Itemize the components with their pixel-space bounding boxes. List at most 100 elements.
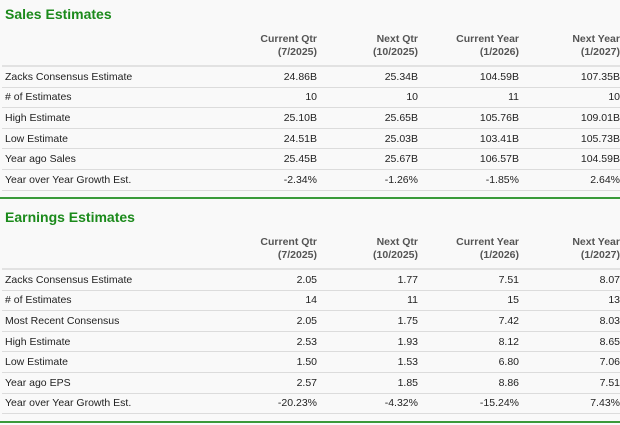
value-cell: 8.65 [519,331,620,353]
column-name: Current Year [456,33,519,45]
row-label: Most Recent Consensus [2,310,216,332]
column-name: Current Qtr [260,33,317,45]
column-period: (10/2025) [373,46,418,58]
table-row: Year over Year Growth Est. -20.23% -4.32% -… [2,393,620,415]
value-cell: 10 [317,87,418,109]
value-cell: -1.85% [418,169,519,191]
earnings-estimates-section: Earnings Estimates Current Qtr (7/2025) Ne… [0,207,620,415]
value-cell: 109.01B [519,107,620,129]
column-period: (1/2026) [479,249,519,261]
sales-estimates-title: Sales Estimates [5,6,112,22]
header-label-cell [2,33,216,67]
column-name: Current Qtr [260,236,317,248]
row-label: Zacks Consensus Estimate [2,269,216,291]
table-row: Year ago Sales 25.45B 25.67B 106.57B 104.59B [2,148,620,170]
earnings-estimates-title: Earnings Estimates [5,209,135,225]
value-cell: 25.03B [317,128,418,150]
table-row: Zacks Consensus Estimate 24.86B 25.34B 104.… [2,66,620,88]
header-row: Current Qtr (7/2025) Next Qtr (10/2025) Curr… [2,33,620,67]
row-label: # of Estimates [2,290,216,312]
value-cell: 1.75 [317,310,418,332]
column-name: Next Year [572,236,620,248]
column-period: (1/2027) [580,249,620,261]
column-header: Current Qtr (7/2025) [216,33,317,67]
value-cell: 25.65B [317,107,418,129]
table-row: Low Estimate 24.51B 25.03B 103.41B 105.73B [2,128,620,150]
value-cell: 2.05 [216,310,317,332]
sales-estimates-table: Current Qtr (7/2025) Next Qtr (10/2025) Curr… [2,33,620,191]
value-cell: 11 [317,290,418,312]
value-cell: 24.51B [216,128,317,150]
row-label: Low Estimate [2,128,216,150]
row-label: # of Estimates [2,87,216,109]
column-header: Next Year (1/2027) [519,33,620,67]
value-cell: 13 [519,290,620,312]
table-row: Year ago EPS 2.57 1.85 8.86 7.51 [2,372,620,394]
header-label-cell [2,236,216,270]
value-cell: -15.24% [418,393,519,415]
value-cell: -4.32% [317,393,418,415]
table-row: Low Estimate 1.50 1.53 6.80 7.06 [2,351,620,373]
value-cell: 106.57B [418,148,519,170]
table-row: # of Estimates 10 10 11 10 [2,87,620,109]
header-row: Current Qtr (7/2025) Next Qtr (10/2025) Curr… [2,236,620,270]
row-label: Year over Year Growth Est. [2,169,216,191]
column-name: Next Qtr [376,236,418,248]
row-label: High Estimate [2,107,216,129]
column-period: (7/2025) [277,46,317,58]
value-cell: 2.05 [216,269,317,291]
table-row: Zacks Consensus Estimate 2.05 1.77 7.51 8.07 [2,269,620,291]
column-header: Current Qtr (7/2025) [216,236,317,270]
value-cell: 2.64% [519,169,620,191]
table-row: High Estimate 25.10B 25.65B 105.76B 109.01B [2,107,620,129]
value-cell: 7.42 [418,310,519,332]
column-period: (1/2026) [479,46,519,58]
value-cell: 1.93 [317,331,418,353]
row-label: Low Estimate [2,351,216,373]
value-cell: 7.06 [519,351,620,373]
value-cell: 1.50 [216,351,317,373]
table-row: Year over Year Growth Est. -2.34% -1.26% -1… [2,169,620,191]
value-cell: -2.34% [216,169,317,191]
value-cell: 7.51 [519,372,620,394]
column-header: Current Year (1/2026) [418,33,519,67]
value-cell: 104.59B [519,148,620,170]
value-cell: 7.51 [418,269,519,291]
value-cell: 25.10B [216,107,317,129]
column-name: Current Year [456,236,519,248]
value-cell: 1.53 [317,351,418,373]
column-period: (1/2027) [580,46,620,58]
column-header: Next Qtr (10/2025) [317,33,418,67]
value-cell: -1.26% [317,169,418,191]
value-cell: 8.12 [418,331,519,353]
value-cell: 25.34B [317,66,418,88]
value-cell: 8.03 [519,310,620,332]
value-cell: 2.53 [216,331,317,353]
sales-estimates-section: Sales Estimates Current Qtr (7/2025) Next … [0,4,620,191]
value-cell: 107.35B [519,66,620,88]
value-cell: 24.86B [216,66,317,88]
column-header: Current Year (1/2026) [418,236,519,270]
column-header: Next Year (1/2027) [519,236,620,270]
row-label: Year ago EPS [2,372,216,394]
value-cell: 15 [418,290,519,312]
value-cell: 7.43% [519,393,620,415]
value-cell: 1.77 [317,269,418,291]
value-cell: 8.86 [418,372,519,394]
value-cell: 6.80 [418,351,519,373]
value-cell: 25.67B [317,148,418,170]
value-cell: 8.07 [519,269,620,291]
value-cell: -20.23% [216,393,317,415]
value-cell: 103.41B [418,128,519,150]
column-name: Next Year [572,33,620,45]
value-cell: 104.59B [418,66,519,88]
column-period: (10/2025) [373,249,418,261]
value-cell: 11 [418,87,519,109]
section-divider [0,421,620,423]
row-label: Zacks Consensus Estimate [2,66,216,88]
row-label: Year ago Sales [2,148,216,170]
value-cell: 10 [519,87,620,109]
section-divider [0,197,620,199]
column-name: Next Qtr [376,33,418,45]
table-row: Most Recent Consensus 2.05 1.75 7.42 8.03 [2,310,620,332]
